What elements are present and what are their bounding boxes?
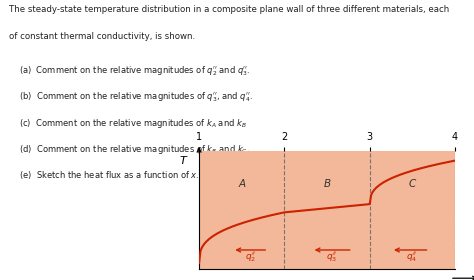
Text: of constant thermal conductivity, is shown.: of constant thermal conductivity, is sho… xyxy=(9,32,196,41)
Text: (b)  Comment on the relative magnitudes of $q_3^{\prime\prime}$, and $q_4^{\prim: (b) Comment on the relative magnitudes o… xyxy=(19,91,253,104)
Text: $T$: $T$ xyxy=(179,153,188,165)
Text: The steady-state temperature distribution in a composite plane wall of three dif: The steady-state temperature distributio… xyxy=(9,5,450,14)
Text: A: A xyxy=(238,179,246,189)
Text: $q_4^{\prime\prime}$: $q_4^{\prime\prime}$ xyxy=(406,251,417,264)
Text: B: B xyxy=(323,179,331,189)
Text: C: C xyxy=(409,179,416,189)
Text: (d)  Comment on the relative magnitudes of $k_B$ and $k_C$,: (d) Comment on the relative magnitudes o… xyxy=(19,143,250,156)
Text: (e)  Sketch the heat flux as a function of $x$.: (e) Sketch the heat flux as a function o… xyxy=(19,169,200,181)
Text: $q_3^{\prime\prime}$: $q_3^{\prime\prime}$ xyxy=(327,251,338,264)
Text: (c)  Comment on the relative magnitudes of $k_A$ and $k_B$: (c) Comment on the relative magnitudes o… xyxy=(19,117,247,130)
Text: $q_2^{\prime\prime}$: $q_2^{\prime\prime}$ xyxy=(245,251,256,264)
Text: (a)  Comment on the relative magnitudes of $q_2^{\prime\prime}$ and $q_3^{\prime: (a) Comment on the relative magnitudes o… xyxy=(19,65,250,78)
